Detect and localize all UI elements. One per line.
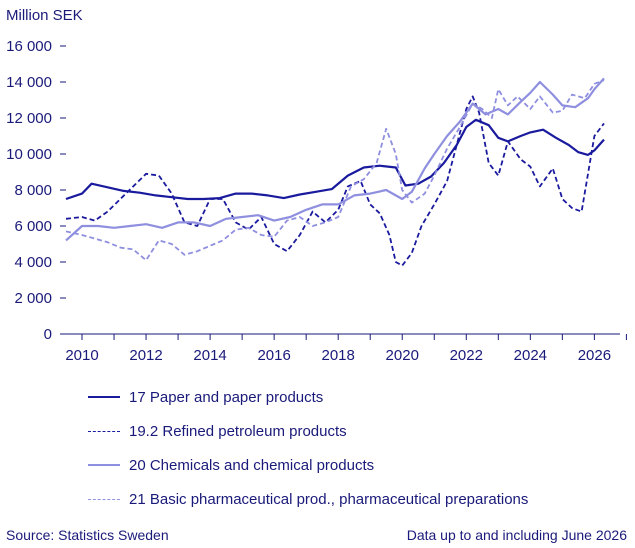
legend: 17 Paper and paper products 19.2 Refined … bbox=[88, 380, 528, 516]
y-tick-label: 0 bbox=[44, 326, 52, 343]
series-line-3 bbox=[65, 77, 605, 242]
legend-label: 19.2 Refined petroleum products bbox=[129, 422, 347, 440]
series-line-1 bbox=[65, 118, 605, 201]
x-tick-label: 2012 bbox=[129, 347, 162, 364]
series-line-4 bbox=[65, 79, 605, 262]
x-tick-label: 2010 bbox=[65, 347, 98, 364]
x-tick-label: 2020 bbox=[386, 347, 419, 364]
legend-item: 19.2 Refined petroleum products bbox=[88, 414, 528, 448]
y-tick-label: 8 000 bbox=[14, 182, 52, 199]
legend-item: 17 Paper and paper products bbox=[88, 380, 528, 414]
legend-label: 20 Chemicals and chemical products bbox=[129, 456, 375, 474]
x-tick-label: 2026 bbox=[578, 347, 611, 364]
y-tick-label: 4 000 bbox=[14, 254, 52, 271]
x-tick-label: 2022 bbox=[450, 347, 483, 364]
series-lines bbox=[65, 77, 605, 267]
legend-item: 21 Basic pharmaceutical prod., pharmaceu… bbox=[88, 482, 528, 516]
y-tick-label: 14 000 bbox=[6, 74, 52, 91]
legend-label: 21 Basic pharmaceutical prod., pharmaceu… bbox=[129, 490, 529, 508]
y-tick-label: 10 000 bbox=[6, 146, 52, 163]
legend-item: 20 Chemicals and chemical products bbox=[88, 448, 528, 482]
y-tick-label: 16 000 bbox=[6, 38, 52, 55]
series-line-2 bbox=[65, 95, 605, 267]
source-note: Source: Statistics Sweden bbox=[6, 527, 169, 543]
y-axis-title: Million SEK bbox=[6, 7, 83, 24]
y-tick-label: 12 000 bbox=[6, 110, 52, 127]
legend-label: 17 Paper and paper products bbox=[129, 388, 324, 406]
legend-swatch bbox=[88, 464, 120, 466]
y-axis-ticks: 0 2 000 4 000 6 000 8 000 10 000 12 000 14 000 1… bbox=[6, 38, 66, 343]
x-tick-label: 2024 bbox=[514, 347, 547, 364]
y-tick-label: 6 000 bbox=[14, 218, 52, 235]
y-tick-label: 2 000 bbox=[14, 290, 52, 307]
x-tick-label: 2014 bbox=[193, 347, 226, 364]
legend-swatch bbox=[88, 430, 120, 432]
x-tick-label: 2016 bbox=[257, 347, 290, 364]
legend-swatch bbox=[88, 396, 120, 398]
x-tick-label: 2018 bbox=[322, 347, 355, 364]
legend-swatch bbox=[88, 498, 120, 500]
data-coverage-note: Data up to and including June 2026 bbox=[406, 527, 627, 543]
x-axis-ticks: 2010 2012 2014 2016 2018 2020 2022 2024 2026 bbox=[65, 334, 627, 364]
